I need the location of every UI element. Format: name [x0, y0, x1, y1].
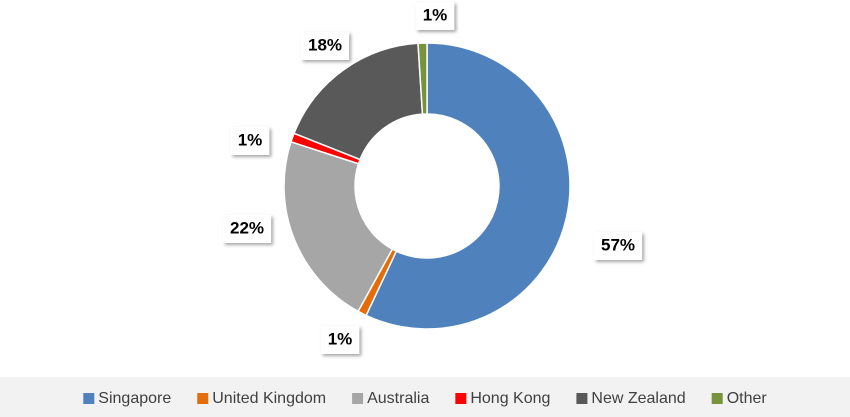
data-label-box	[415, 2, 455, 30]
legend-swatch	[711, 393, 723, 404]
legend-label: United Kingdom	[212, 390, 326, 407]
data-label: 22%	[222, 215, 272, 243]
donut-segment	[293, 42, 424, 161]
legend-label: Other	[727, 390, 768, 407]
data-label-text: 1%	[238, 130, 263, 149]
data-label: 57%	[593, 232, 643, 260]
legend-background	[0, 377, 850, 417]
legend-label: Australia	[367, 390, 429, 407]
data-label-text: 1%	[328, 329, 353, 348]
data-label-text: 1%	[423, 5, 448, 24]
donut-segment	[365, 42, 571, 330]
data-label-text: 57%	[601, 235, 635, 254]
legend: Singapore United Kingdom Australia Hong Kon…	[83, 390, 767, 407]
data-label: 18%	[300, 32, 350, 60]
legend-swatch	[455, 393, 467, 404]
data-label-box	[300, 32, 350, 60]
data-label-box	[593, 232, 643, 260]
donut-segment	[417, 42, 428, 115]
legend-swatch	[576, 393, 588, 404]
data-label: 1%	[415, 2, 455, 30]
data-label-box	[222, 215, 272, 243]
data-label: 1%	[230, 127, 270, 155]
data-label-box	[230, 127, 270, 155]
donut-segment	[283, 140, 394, 313]
legend-label: Hong Kong	[470, 390, 550, 407]
legend-swatch	[352, 393, 364, 404]
data-label: 1%	[320, 326, 360, 354]
data-label-box	[320, 326, 360, 354]
legend-label: New Zealand	[591, 390, 685, 407]
legend-label: Singapore	[98, 390, 171, 407]
legend-swatch	[83, 393, 95, 404]
legend-swatch	[197, 393, 209, 404]
data-label-text: 22%	[230, 218, 264, 237]
data-label-text: 18%	[308, 35, 342, 54]
